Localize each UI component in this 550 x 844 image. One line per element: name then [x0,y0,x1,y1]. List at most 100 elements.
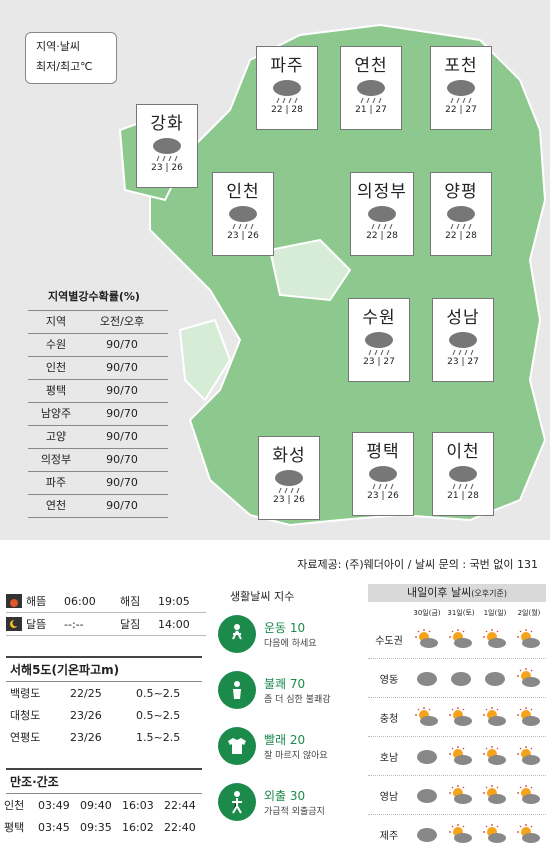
day-label: 1일(일) [483,609,507,617]
city-name: 화성 [272,446,306,466]
sun-cloud-icon [444,824,478,844]
map-island [178,318,232,402]
moon-icon [6,617,22,631]
tide-time: 09:40 [80,798,112,812]
day-label: 30일(금) [413,609,441,617]
life-title: 생활날씨 지수 [230,590,295,603]
life-desc: 좀 더 심한 불쾌감 [264,695,331,705]
tide-time: 22:40 [164,820,196,834]
city-name: 의정부 [357,182,407,202]
header-ampm: 오전/오후 [99,315,145,328]
island-cell: 연평도 [10,731,41,744]
region-name: 충청 [379,713,399,725]
sun-cloud-icon [478,824,512,844]
region-cell: 수원 [45,338,67,351]
temp-low: 23 [447,357,459,367]
outing-icon [218,783,256,821]
table-row: 인천 90/70 [28,356,168,379]
gyeonggi-map [118,23,547,527]
life-item: 불쾌 70 좀 더 심한 불쾌감 [218,664,356,716]
tide-time: 16:02 [122,820,154,834]
sun-cloud-icon [512,746,546,766]
temp-low: 23 [367,491,379,501]
cloud-icon [444,668,478,688]
table-row: 고양 90/70 [28,425,168,448]
temp-low: 21 [355,105,367,115]
temp-low: 22 [271,105,283,115]
temp-cell: 23/26 [70,730,102,744]
cloud-icon [410,824,444,844]
region-name: 영남 [379,791,399,803]
rain-cloud-icon [368,206,396,230]
sun-cloud-icon [512,629,546,649]
forecast-row: 제주 [368,815,546,844]
value-cell: 90/70 [106,453,138,466]
region-cell: 남양주 [40,407,72,420]
port-cell: 인천 [4,799,25,812]
life-label: 불쾌 70 [264,677,306,691]
city-card: 이천 21 | 28 [432,432,494,516]
waves-table: 백령도 22/25 0.5~2.5 대청도 23/26 0.5~2.5 연평도 23/26… [10,682,200,748]
tide-table: 인천 03:49 09:40 16:03 22:44 평택 03:45 09:35 16:02… [4,794,204,838]
life-item: 빨래 20 잘 마르지 않아요 [218,720,356,772]
value-cell: 90/70 [106,384,138,397]
sun-cloud-icon [444,746,478,766]
cloud-icon [410,746,444,766]
value-cell: 90/70 [106,361,138,374]
table-row: 파주 90/70 [28,471,168,494]
tide-time: 09:35 [80,820,112,834]
port-cell: 평택 [4,821,25,834]
city-name: 파주 [270,56,304,76]
temp-low: 22 [445,231,457,241]
island-cell: 대청도 [10,709,41,722]
rain-cloud-icon [447,206,475,230]
sunrise-label: 해뜸 [26,595,47,608]
laundry-icon [218,727,256,765]
temp-high: 27 [375,105,387,115]
table-row: 수원 90/70 [28,333,168,356]
temp-high: 27 [383,357,395,367]
sun-cloud-icon [444,785,478,805]
temp-low: 22 [366,231,378,241]
temp-high: 26 [387,491,399,501]
sun-cloud-icon [478,746,512,766]
temp-high: 28 [386,231,398,241]
life-label: 빨래 20 [264,733,306,747]
tide-time: 03:45 [38,820,70,834]
source-credit: 자료제공: (주)웨더아이 / 날씨 문의 : 국번 없이 131 [297,558,538,571]
sun-row: 해뜸 06:00 해짐 19:05 [6,590,206,613]
sun-cloud-icon [478,785,512,805]
temp-cell: 23/26 [70,708,102,722]
sun-cloud-icon [444,707,478,727]
table-row: 평택 90/70 [28,379,168,402]
region-cell: 평택 [45,384,67,397]
day-label: 31일(토) [447,609,475,617]
temp-low: 23 [151,163,163,173]
tide-time: 03:49 [38,798,70,812]
forecast-row: 영남 [368,776,546,815]
wave-cell: 1.5~2.5 [136,730,181,744]
sun-cloud-icon [444,629,478,649]
forecast-note: (오후기준) [471,589,507,598]
rain-cloud-icon [449,332,477,356]
table-row: 연평도 23/26 1.5~2.5 [10,726,200,748]
city-card: 연천 21 | 27 [340,46,402,130]
sun-cloud-icon [478,707,512,727]
rain-cloud-icon [449,466,477,490]
forecast-days: 30일(금) 31일(토) 1일(일) 2일(월) [368,608,546,620]
moon-row: 달뜸 --:-- 달짐 14:00 [6,613,206,636]
temp-high: 28 [467,491,479,501]
city-name: 평택 [366,442,400,462]
temp-high: 26 [293,495,305,505]
region-cell: 파주 [45,476,67,489]
sun-cloud-icon [512,824,546,844]
island-cell: 백령도 [10,687,41,700]
city-card: 강화 23 | 26 [136,104,198,188]
region-cell: 인천 [45,361,67,374]
sunset-label: 해짐 [120,595,141,608]
table-row: 의정부 90/70 [28,448,168,471]
city-name: 강화 [150,114,184,134]
temp-low: 23 [273,495,285,505]
city-name: 성남 [446,308,480,328]
rain-cloud-icon [273,80,301,104]
